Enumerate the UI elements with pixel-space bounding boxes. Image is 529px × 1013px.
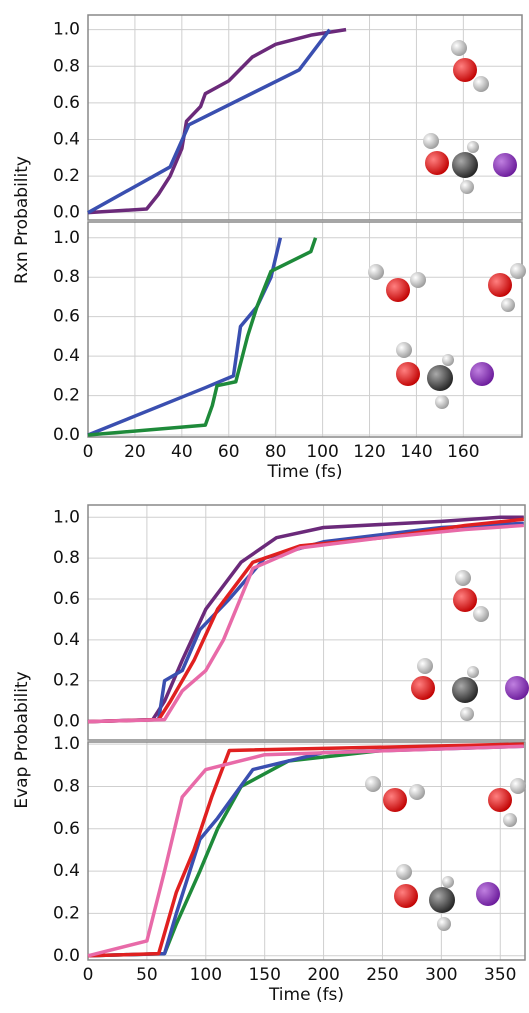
- plots: 0.0 0.2 0.4 0.6 0.8 1.0 Rxn Probability 0.0 0.2 0…: [12, 14, 526, 1005]
- y-tick-label: 0.2: [53, 671, 80, 691]
- plot-frame: [87, 221, 523, 438]
- series-line: [87, 523, 524, 724]
- series-line: [87, 27, 347, 215]
- series-line: [87, 744, 524, 958]
- y-tick-label: 0.0: [53, 425, 80, 445]
- y-tick-label: 0.8: [53, 56, 80, 76]
- y-axis-label: Evap Probability: [12, 671, 32, 808]
- x-tick-label: 120: [353, 442, 385, 462]
- series-line: [87, 237, 318, 437]
- series-line: [87, 744, 524, 958]
- x-tick-label: 300: [425, 965, 457, 985]
- plot-frame: [87, 741, 526, 961]
- x-tick-label: 0: [83, 965, 94, 985]
- y-tick-label: 0.2: [53, 903, 80, 923]
- x-tick-label: 350: [484, 965, 516, 985]
- series-line: [87, 517, 525, 724]
- molecules: [365, 40, 529, 931]
- y-tick-label: 0.2: [53, 386, 80, 406]
- x-tick-label: 250: [366, 965, 398, 985]
- x-tick-label: 80: [265, 442, 287, 462]
- x-tick-label: 20: [124, 442, 146, 462]
- y-tick-label: 0.4: [53, 861, 80, 881]
- y-tick-label: 0.8: [53, 776, 80, 796]
- x-tick-label: 200: [307, 965, 339, 985]
- y-tick-label: 0.8: [53, 548, 80, 568]
- plot-frame: [87, 14, 523, 221]
- x-tick-label: 140: [400, 442, 432, 462]
- y-tick-label: 0.2: [53, 166, 80, 186]
- plot-frame: [87, 504, 526, 741]
- y-tick-label: 1.0: [53, 228, 80, 248]
- x-tick-label: 50: [136, 965, 158, 985]
- y-tick-label: 0.0: [53, 946, 80, 966]
- y-tick-label: 0.6: [53, 93, 80, 113]
- series-line: [87, 742, 524, 958]
- y-tick-label: 0.4: [53, 129, 80, 149]
- x-axis-label: Time (fs): [266, 462, 342, 482]
- series-line: [87, 28, 332, 215]
- x-tick-label: 40: [171, 442, 193, 462]
- y-tick-label: 0.0: [53, 712, 80, 732]
- x-tick-label: 100: [306, 442, 338, 462]
- x-axis-label: Time (fs): [268, 985, 344, 1005]
- y-tick-label: 0.4: [53, 630, 80, 650]
- y-tick-label: 0.6: [53, 589, 80, 609]
- x-tick-label: 160: [447, 442, 479, 462]
- x-tick-label: 0: [83, 442, 94, 462]
- y-axis-label: Rxn Probability: [12, 156, 32, 284]
- y-tick-label: 1.0: [53, 507, 80, 527]
- y-tick-label: 0.6: [53, 307, 80, 327]
- y-tick-label: 1.0: [53, 20, 80, 40]
- series-line: [87, 237, 283, 437]
- y-tick-label: 1.0: [53, 734, 80, 754]
- y-tick-label: 0.0: [53, 203, 80, 223]
- y-tick-label: 0.8: [53, 267, 80, 287]
- x-tick-label: 100: [190, 965, 222, 985]
- y-tick-label: 0.4: [53, 346, 80, 366]
- x-tick-label: 150: [248, 965, 280, 985]
- series-line: [87, 742, 524, 958]
- x-tick-label: 60: [218, 442, 240, 462]
- y-tick-label: 0.6: [53, 819, 80, 839]
